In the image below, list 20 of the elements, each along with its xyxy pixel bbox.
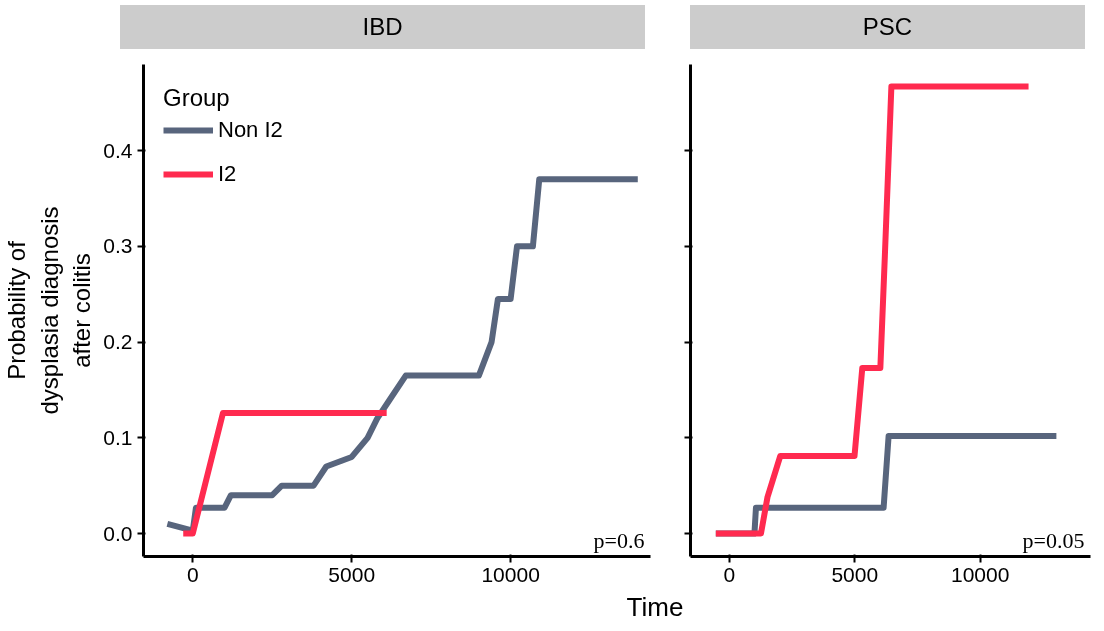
x-tick-label: 10000 bbox=[950, 562, 1010, 586]
y-tick-label: 0.1 bbox=[103, 425, 133, 449]
x-tick-label: 0 bbox=[723, 562, 736, 586]
annotation: p=0.6 bbox=[593, 527, 645, 553]
y-tick-label: 0.2 bbox=[103, 330, 133, 354]
x-tick-label: 5000 bbox=[831, 562, 879, 586]
legend-label: Non I2 bbox=[218, 117, 283, 143]
y-axis-title: Probability of dysplasia diagnosis after colitis bbox=[3, 206, 96, 415]
legend-title: Group bbox=[163, 84, 231, 112]
x-tick-label: 10000 bbox=[481, 562, 540, 586]
annotation: p=0.05 bbox=[1022, 527, 1085, 553]
legend-label: I2 bbox=[218, 161, 238, 187]
x-tick-label: 5000 bbox=[328, 562, 376, 586]
y-tick-label: 0.4 bbox=[103, 138, 133, 162]
chart-title: IBD bbox=[362, 12, 403, 42]
chart-title: PSC bbox=[862, 12, 913, 42]
x-axis-title: Time bbox=[626, 591, 684, 624]
y-tick-label: 0.3 bbox=[103, 234, 133, 258]
x-tick-label: 0 bbox=[186, 562, 199, 586]
y-tick-label: 0.0 bbox=[103, 521, 133, 545]
